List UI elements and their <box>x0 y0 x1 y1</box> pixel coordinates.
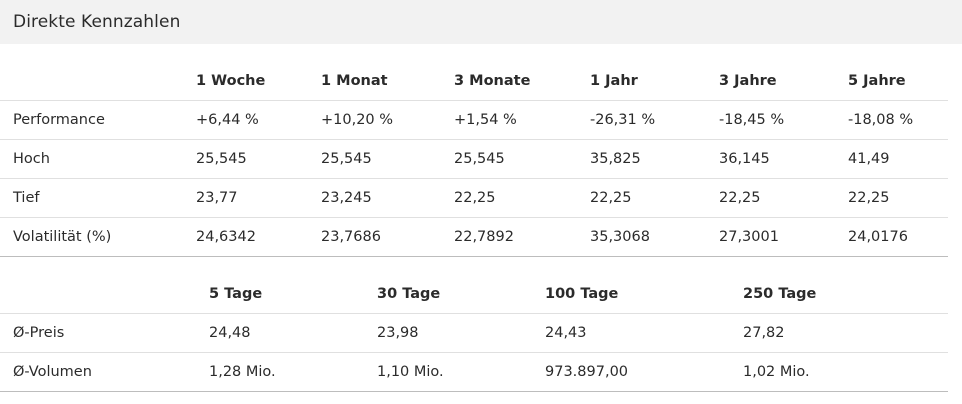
table-row-volatilitaet: Volatilität (%) 24,6342 23,7686 22,7892 … <box>0 217 948 256</box>
row-label-performance: Performance <box>13 111 105 128</box>
column-header-3-jahre: 3 Jahre <box>719 72 777 89</box>
average-header-row: 5 Tage 30 Tage 100 Tage 250 Tage <box>0 275 948 314</box>
column-header-100-tage: 100 Tage <box>545 285 619 302</box>
volatilitaet-value: 24,0176 <box>848 228 908 245</box>
volatilitaet-value: 23,7686 <box>321 228 381 245</box>
row-label-avg-preis: Ø-Preis <box>13 325 65 341</box>
avg-volumen-value: 973.897,00 <box>545 364 629 380</box>
column-header-empty <box>0 62 196 100</box>
volatilitaet-value: 24,6342 <box>196 228 256 245</box>
avg-preis-value: 23,98 <box>377 325 419 341</box>
column-header-3-monate: 3 Monate <box>454 72 531 89</box>
column-header-empty <box>0 275 209 314</box>
row-label-tief: Tief <box>13 189 40 206</box>
row-label-hoch: Hoch <box>13 150 50 167</box>
hoch-value: 25,545 <box>454 150 505 167</box>
performance-value: -18,08 % <box>848 111 914 128</box>
table-row-hoch: Hoch 25,545 25,545 25,545 35,825 36,145 … <box>0 139 948 178</box>
row-label-avg-volumen: Ø-Volumen <box>13 364 92 380</box>
hoch-value: 35,825 <box>590 150 641 167</box>
avg-volumen-value: 1,28 Mio. <box>209 364 276 380</box>
volatilitaet-value: 35,3068 <box>590 228 650 245</box>
hoch-value: 25,545 <box>196 150 247 167</box>
volatilitaet-value: 22,7892 <box>454 228 514 245</box>
performance-value: +6,44 % <box>196 111 259 128</box>
panel-header: Direkte Kennzahlen <box>0 0 962 44</box>
avg-volumen-value: 1,10 Mio. <box>377 364 444 380</box>
tief-value: 22,25 <box>590 189 632 206</box>
performance-table: 1 Woche 1 Monat 3 Monate 1 Jahr 3 Jahre … <box>0 62 948 257</box>
table-row-tief: Tief 23,77 23,245 22,25 22,25 22,25 22,2… <box>0 178 948 217</box>
column-header-30-tage: 30 Tage <box>377 285 441 302</box>
avg-preis-value: 27,82 <box>743 325 785 341</box>
average-table: 5 Tage 30 Tage 100 Tage 250 Tage Ø-Preis… <box>0 275 948 393</box>
hoch-value: 25,545 <box>321 150 372 167</box>
performance-value: -18,45 % <box>719 111 785 128</box>
table-row-avg-volumen: Ø-Volumen 1,28 Mio. 1,10 Mio. 973.897,00… <box>0 352 948 392</box>
tief-value: 22,25 <box>719 189 761 206</box>
avg-preis-value: 24,48 <box>209 325 251 341</box>
hoch-value: 36,145 <box>719 150 770 167</box>
column-header-250-tage: 250 Tage <box>743 285 817 302</box>
column-header-1-jahr: 1 Jahr <box>590 72 638 89</box>
tief-value: 23,245 <box>321 189 372 206</box>
performance-header-row: 1 Woche 1 Monat 3 Monate 1 Jahr 3 Jahre … <box>0 62 948 100</box>
column-header-5-tage: 5 Tage <box>209 285 263 302</box>
performance-value: +10,20 % <box>321 111 394 128</box>
tief-value: 23,77 <box>196 189 238 206</box>
row-label-volatilitaet: Volatilität (%) <box>13 228 112 245</box>
tief-value: 22,25 <box>848 189 890 206</box>
hoch-value: 41,49 <box>848 150 890 167</box>
column-header-5-jahre: 5 Jahre <box>848 72 906 89</box>
panel-title: Direkte Kennzahlen <box>13 12 181 32</box>
column-header-1-monat: 1 Monat <box>321 72 388 89</box>
tief-value: 22,25 <box>454 189 496 206</box>
table-row-performance: Performance +6,44 % +10,20 % +1,54 % -26… <box>0 100 948 139</box>
column-header-1-woche: 1 Woche <box>196 72 266 89</box>
performance-value: +1,54 % <box>454 111 517 128</box>
volatilitaet-value: 27,3001 <box>719 228 779 245</box>
avg-volumen-value: 1,02 Mio. <box>743 364 810 380</box>
table-row-avg-preis: Ø-Preis 24,48 23,98 24,43 27,82 <box>0 313 948 353</box>
performance-value: -26,31 % <box>590 111 656 128</box>
avg-preis-value: 24,43 <box>545 325 587 341</box>
